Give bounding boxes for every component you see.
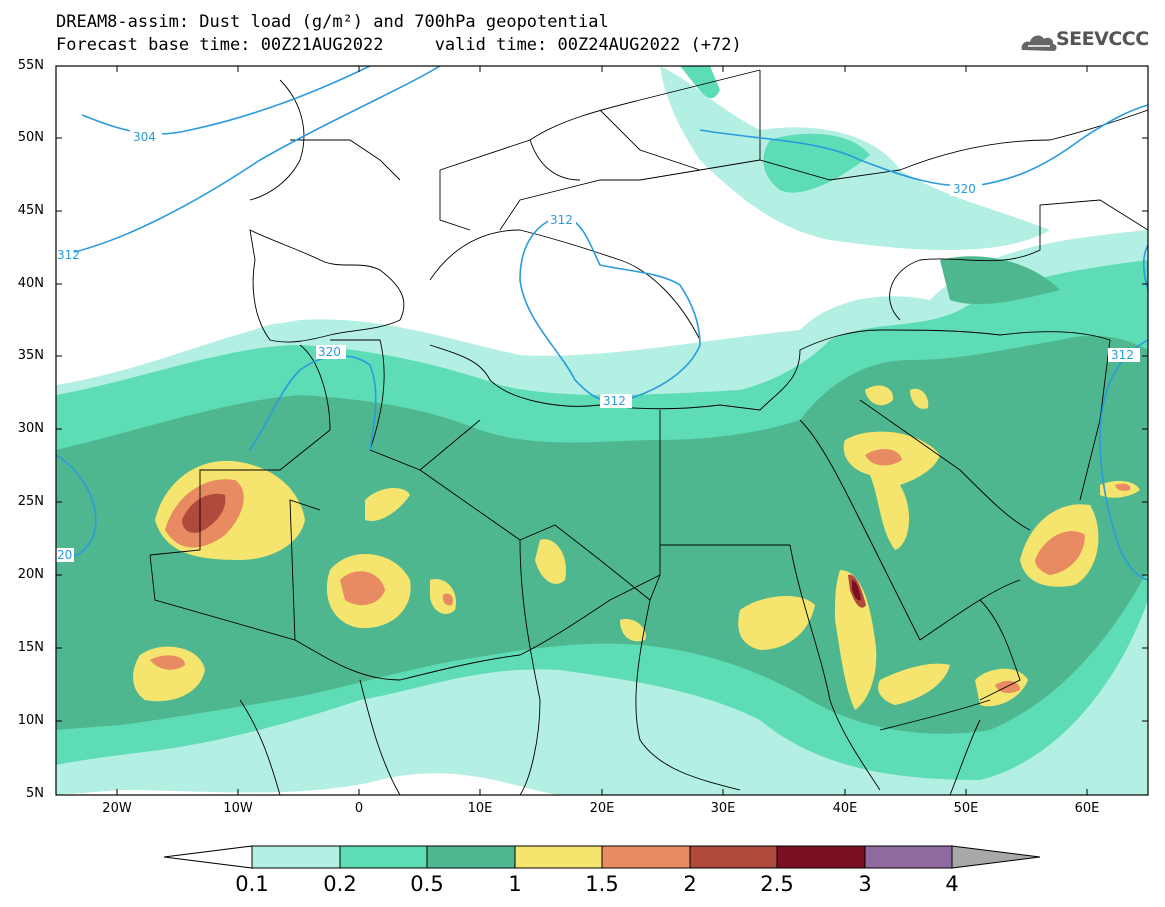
lon-label-20w: 20W <box>102 801 132 816</box>
lon-label-10e: 10E <box>467 801 493 816</box>
lon-label-50e: 50E <box>953 801 979 816</box>
contour-label-312-east: 312 <box>1111 348 1134 362</box>
colorbar-label-1: 1 <box>508 872 522 896</box>
cloud-logo-icon <box>1021 35 1057 51</box>
map-title: DREAM8-assim: Dust load (g/m²) and 700hP… <box>56 12 609 32</box>
lon-label-10w: 10W <box>223 801 253 816</box>
lat-label-45n: 45N <box>17 203 44 218</box>
contour-label-312-north: 312 <box>550 213 573 227</box>
colorbar <box>163 845 1041 869</box>
forecast-time-line: Forecast base time: 00Z21AUG2022 valid t… <box>56 35 742 55</box>
lon-label-0: 0 <box>354 801 364 816</box>
colorbar-label-0-5: 0.5 <box>410 872 444 896</box>
lon-label-20e: 20E <box>589 801 615 816</box>
contour-label-320-west: 320 <box>318 345 341 359</box>
lat-label-35n: 35N <box>17 348 44 363</box>
lat-label-15n: 15N <box>17 640 44 655</box>
lon-label-60e: 60E <box>1074 801 1100 816</box>
lat-label-20n: 20N <box>17 567 44 582</box>
colorbar-label-0-1: 0.1 <box>235 872 269 896</box>
lat-label-25n: 25N <box>17 494 44 509</box>
contour-label-312-west: 312 <box>57 248 80 262</box>
contour-label-304: 304 <box>133 130 156 144</box>
lon-label-30e: 30E <box>710 801 736 816</box>
colorbar-label-2-5: 2.5 <box>760 872 794 896</box>
contour-label-20: 20 <box>57 548 72 562</box>
lat-label-30n: 30N <box>17 421 44 436</box>
contour-label-320-east: 320 <box>953 182 976 196</box>
colorbar-swatch-3-4 <box>864 845 953 869</box>
colorbar-label-4: 4 <box>945 872 959 896</box>
colorbar-swatch-0-5-1 <box>426 845 516 869</box>
colorbar-swatch-2-2-5 <box>689 845 778 869</box>
lon-label-40e: 40E <box>832 801 858 816</box>
lat-label-10n: 10N <box>17 713 44 728</box>
lat-label-50n: 50N <box>17 130 44 145</box>
colorbar-label-2: 2 <box>683 872 697 896</box>
colorbar-low-arrow <box>163 845 253 869</box>
colorbar-swatch-0-2-0-5 <box>339 845 428 869</box>
colorbar-label-0-2: 0.2 <box>323 872 357 896</box>
colorbar-swatch-0-1-0-2 <box>251 845 341 869</box>
contour-label-312-south: 312 <box>603 394 626 408</box>
lat-label-40n: 40N <box>17 276 44 291</box>
contour-labels: 304 312 312 312 320 320 312 20 <box>56 130 1140 562</box>
colorbar-high-arrow <box>951 845 1041 869</box>
lat-label-55n: 55N <box>17 58 44 73</box>
colorbar-label-3: 3 <box>858 872 872 896</box>
dust-layer-2-5 <box>852 580 861 601</box>
lat-label-5n: 5N <box>26 786 44 801</box>
axis-ticks <box>56 65 1148 795</box>
colorbar-swatch-2-5-3 <box>776 845 866 869</box>
logo-text: SEEVCCC <box>1056 28 1149 50</box>
colorbar-swatch-1-5-2 <box>601 845 691 869</box>
colorbar-swatch-1-1-5 <box>514 845 603 869</box>
colorbar-label-1-5: 1.5 <box>585 872 619 896</box>
